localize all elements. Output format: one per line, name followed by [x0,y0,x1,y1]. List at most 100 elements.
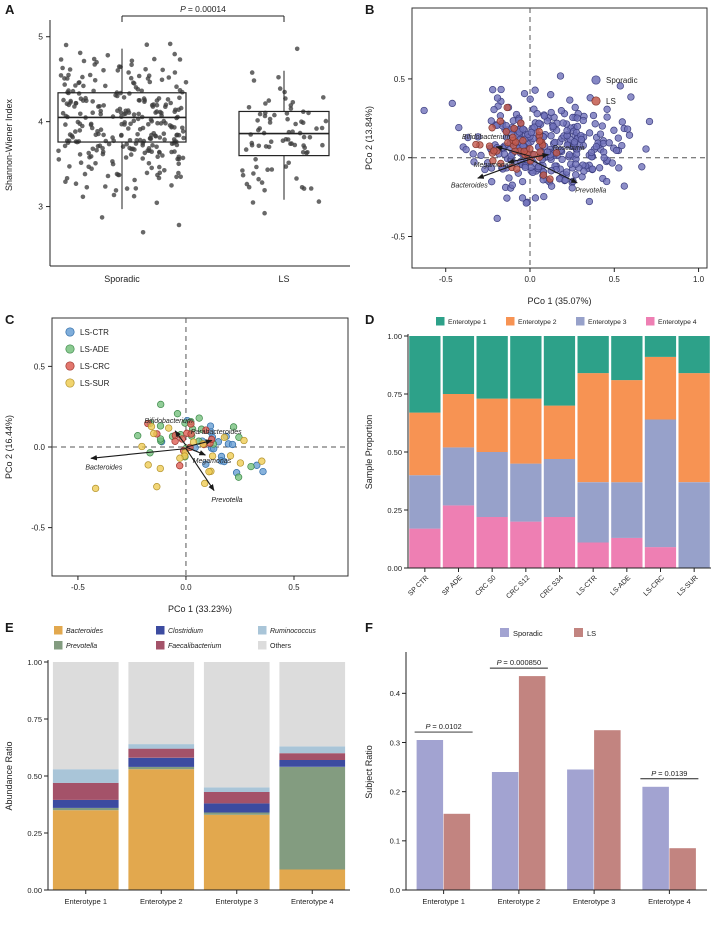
x-tick-label: Enterotype 1 [64,897,107,906]
jitter-point [84,185,90,190]
scatter-point [481,165,489,174]
jitter-point [165,97,171,102]
x-tick-label: 0.0 [524,275,536,284]
jitter-point [249,140,255,146]
jitter-point [101,103,106,108]
panel-c-chart: -0.5 0.0 0.5 -0.5 0.0 0.5 PCo 1 (33.23%) PCo 2 … [4,317,349,614]
bar [669,848,696,890]
panel-d-chart: SP CTR SP ADE CRC S0 CRC S12 CRC S34 LS-CTR LS… [364,317,711,600]
jitter-point [66,72,71,78]
scatter-point [616,82,624,90]
legend-swatch [258,641,267,650]
bar-segment [409,528,441,568]
jitter-point [105,53,111,58]
y-tick-label: 0.50 [387,448,402,457]
legend-swatch [436,317,445,326]
jitter-point [176,161,181,167]
jitter-point [263,101,268,106]
scatter-point [510,124,518,133]
bar-segment [577,336,609,374]
scatter-point [526,145,534,153]
jitter-point [168,100,173,106]
jitter-point [98,111,103,117]
scatter-point [150,429,158,438]
x-tick-label: LS-CRC [643,574,666,597]
scatter-point [240,436,248,445]
jitter-point [180,125,185,131]
jitter-point [142,99,147,104]
scatter-point [488,178,496,186]
legend-label: Clostridium [168,628,203,635]
jitter-point [124,186,130,191]
bar-segment [611,537,643,568]
jitter-point [96,131,101,137]
jitter-point [73,83,78,88]
bar-segment [678,482,710,568]
jitter-point [60,65,65,71]
jitter-point [160,67,165,73]
scatter-point [235,433,243,441]
scatter-point [603,177,611,186]
scatter-point [536,137,544,145]
jitter-point [139,88,144,94]
jitter-point [131,193,137,199]
jitter-point [253,157,258,162]
scatter-point [220,433,229,442]
bar-segment [128,748,195,758]
biplot-arrow [477,158,531,179]
jitter-point [56,148,61,154]
scatter-point [259,467,267,476]
jitter-point [98,127,104,132]
scatter-point [176,462,184,470]
jitter-point [172,70,178,75]
scatter-point [519,137,527,145]
bar-segment [476,398,508,452]
scatter-point [500,150,509,158]
jitter-point [78,96,84,101]
scatter-point [563,141,571,149]
jitter-point [90,99,95,104]
jitter-point [110,161,116,167]
jitter-point [169,149,174,155]
jitter-point [277,86,283,91]
jitter-point [111,192,117,198]
scatter-point [156,464,164,473]
jitter-point [300,120,306,125]
jitter-point [131,112,137,117]
jitter-point [301,134,307,140]
jitter-point [177,57,183,62]
scatter-point [497,159,505,168]
jitter-point [265,167,270,172]
jitter-point [65,76,70,81]
jitter-point [120,144,126,149]
jitter-point [133,186,139,191]
legend-label: Others [270,643,292,650]
jitter-point [58,73,64,78]
x-tick-label: LS-CTR [576,574,599,597]
bar-segment [510,463,542,522]
legend-label: LS [587,629,596,638]
scatter-point [610,126,618,134]
bar-segment [128,769,195,890]
bar-segment [203,787,270,792]
legend-label: Enterotype 1 [448,319,487,326]
bar-segment [52,807,119,811]
panel-b-chart: -0.5 0.0 0.5 1.0 -0.5 0.0 0.5 PCo 1 (35.07%) PCo… [364,7,708,306]
scatter-point [205,468,213,476]
scatter-point [157,400,165,409]
y-tick-label: 0.5 [394,75,406,84]
legend-swatch [54,641,63,650]
x-tick-label: 0.0 [180,583,192,592]
jitter-point [103,83,108,89]
bar [518,676,546,890]
jitter-point [61,97,66,103]
jitter-point [262,210,267,216]
bar-segment [279,746,346,754]
biplot-arrow [174,430,187,446]
p-value-label: P = 0.0139 [651,769,687,778]
legend-label: Enterotype 3 [588,319,627,326]
jitter-point [181,135,186,141]
bar-segment [476,517,508,568]
legend-label: LS-CTR [80,328,109,337]
legend-swatch [591,75,601,85]
